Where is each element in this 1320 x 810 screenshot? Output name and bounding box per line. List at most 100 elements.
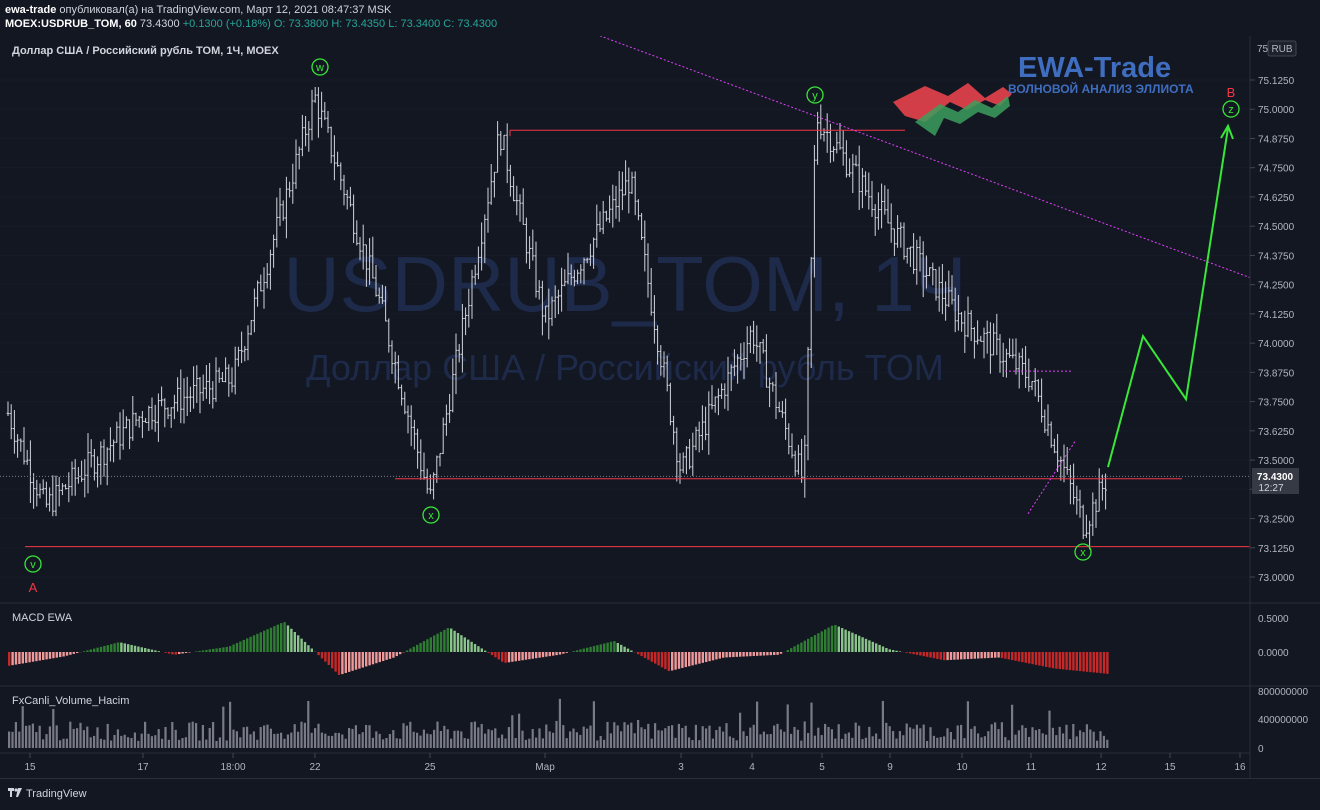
volume-bar [430,734,432,748]
macd-bar [317,652,319,655]
macd-bar [62,652,64,657]
volume-bar [698,740,700,748]
volume-bar [375,731,377,748]
volume-bar [96,727,98,748]
macd-bar [647,652,649,660]
volume-bar [940,737,942,748]
macd-bar [253,635,255,652]
volume-bar [848,733,850,748]
volume-bar [936,738,938,748]
macd-bar [297,635,299,652]
volume-bar [283,739,285,748]
volume-bar [508,727,510,748]
macd-bar [382,652,384,661]
macd-bar [807,639,809,652]
macd-bar [749,652,751,656]
volume-bar [1008,740,1010,748]
macd-bar [283,622,285,652]
volume-bar [188,723,190,748]
macd-bar [715,652,717,659]
volume-bar [532,729,534,748]
macd-bar [1011,652,1013,660]
symbol-name[interactable]: MOEX:USDRUB_TOM, 60 [5,18,137,30]
logo-title: EWA-Trade [1018,52,1171,84]
macd-bar [1096,652,1098,673]
volume-bar [1099,731,1101,748]
volume-bar [674,738,676,748]
macd-bar [18,652,20,664]
macd-bar [1042,652,1044,666]
macd-bar [209,649,211,652]
price-axis[interactable]: 75.125075.000074.875074.750074.625074.50… [1250,36,1299,778]
volume-bar [865,738,867,748]
volume-bar [654,723,656,748]
volume-bar [1021,725,1023,748]
macd-bar [426,639,428,652]
volume-bar [447,729,449,748]
macd-bar [627,649,629,652]
wave-label-B: B [1227,85,1236,100]
macd-bar [195,651,197,652]
macd-bar [940,652,942,660]
macd-bar [457,633,459,652]
macd-bar [1048,652,1050,668]
volume-bar [589,726,591,748]
volume-bar [569,731,571,748]
macd-bar [1079,652,1081,671]
macd-bar [120,643,122,652]
volume-bar [362,732,364,748]
wave-label-z: z [1228,104,1234,116]
macd-bar [923,652,925,656]
macd-bar [780,652,782,654]
volume-bar [433,730,435,748]
volume-bar [861,739,863,748]
macd-bar [100,647,102,652]
volume-bar [93,736,95,748]
volume-bar [229,702,231,748]
macd-bar [69,652,71,655]
macd-bar [185,652,187,653]
macd-bar [834,625,836,652]
volume-bar [535,738,537,748]
wave-label-y: y [812,90,818,102]
macd-bar [222,647,224,652]
macd-bar [504,652,506,663]
price-tick-label: 74.8750 [1258,134,1295,145]
macd-bar [970,652,972,659]
chart-canvas[interactable]: USDRUB_TOM, 1Ч Доллар США / Российский р… [0,36,1320,778]
macd-bar [103,646,105,652]
volume-bar [606,722,608,748]
volume-bar [66,739,68,748]
author-name[interactable]: ewa-trade [5,4,56,16]
volume-panel-title: FxCanli_Volume_Hacim [12,695,129,707]
macd-bar [130,645,132,652]
volume-bar [970,729,972,748]
macd-bar [311,649,313,652]
macd-bar [205,650,207,652]
macd-bar [943,652,945,660]
volume-bar [518,714,520,748]
macd-bar [664,652,666,669]
volume-bar [25,726,27,748]
volume-bar [453,731,455,748]
volume-bar [76,728,78,748]
macd-bar [1072,652,1074,670]
volume-bar [552,733,554,748]
macd-bar [844,630,846,652]
macd-bar [423,641,425,652]
tradingview-brand[interactable]: TradingView [8,788,87,800]
macd-bar [933,652,935,658]
volume-bar [807,733,809,748]
macd-bar [596,645,598,652]
price-tick-label: 74.2500 [1258,281,1295,292]
macd-bar [681,652,683,668]
volume-bar [929,727,931,748]
projection-path [1108,128,1228,467]
volume-bar [872,736,874,748]
macd-bar [338,652,340,675]
time-tick-label: 9 [887,762,893,773]
volume-bar [627,725,629,748]
macd-bar [613,641,615,652]
macd-bar [770,652,772,655]
